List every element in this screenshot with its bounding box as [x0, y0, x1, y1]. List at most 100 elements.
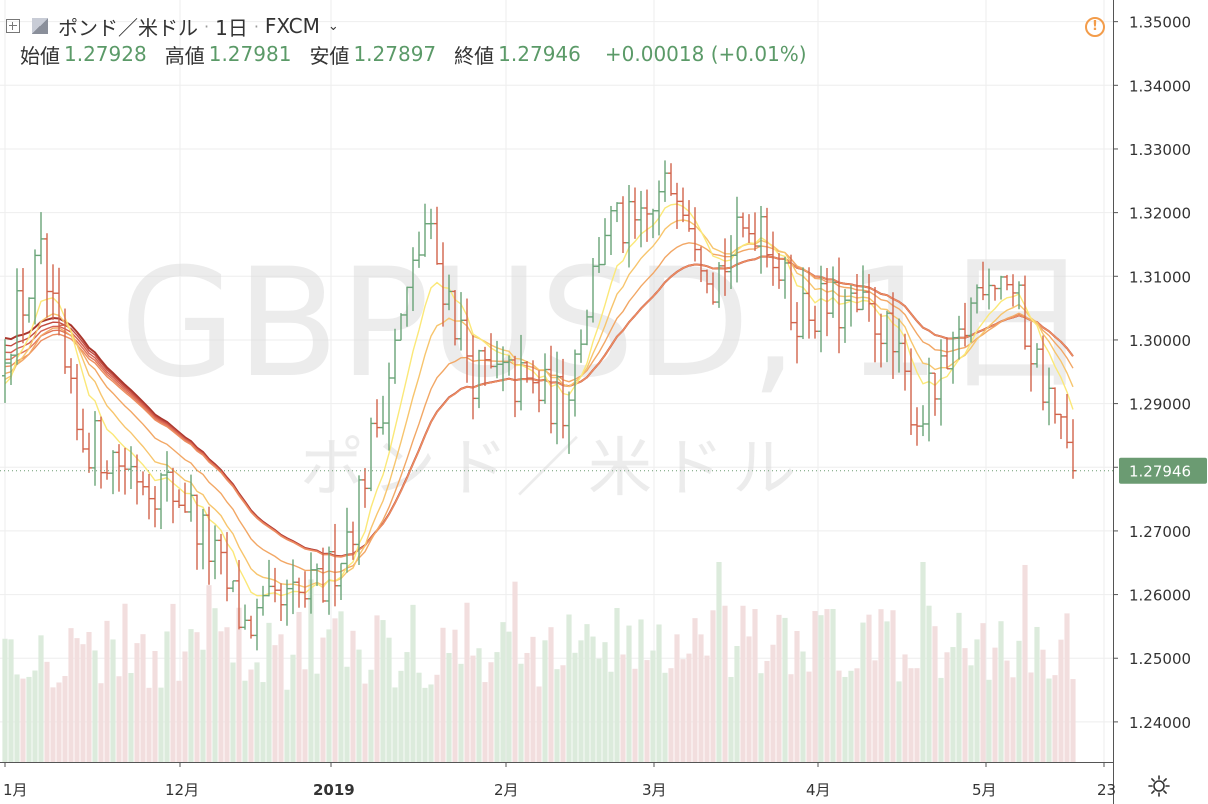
price-bar[interactable]	[1022, 275, 1028, 350]
price-bar[interactable]	[950, 331, 956, 384]
price-bar[interactable]	[620, 196, 626, 254]
price-bar[interactable]	[662, 160, 668, 202]
price-bar[interactable]	[986, 268, 992, 310]
price-bar[interactable]	[506, 355, 512, 376]
price-bar[interactable]	[830, 266, 836, 318]
price-bar[interactable]	[896, 318, 902, 373]
price-bar[interactable]	[686, 200, 692, 232]
price-bar[interactable]	[182, 482, 188, 513]
price-bar[interactable]	[362, 468, 368, 508]
price-bar[interactable]	[734, 196, 740, 283]
price-bar[interactable]	[206, 506, 212, 585]
price-bar[interactable]	[62, 308, 68, 374]
price-bar[interactable]	[422, 203, 428, 257]
price-bar[interactable]	[494, 340, 500, 379]
price-bar[interactable]	[536, 370, 542, 413]
price-bar[interactable]	[368, 417, 374, 492]
price-bar[interactable]	[746, 214, 752, 243]
price-bar[interactable]	[524, 361, 530, 383]
price-bar[interactable]	[158, 472, 164, 530]
price-bar[interactable]	[260, 585, 266, 616]
price-bar[interactable]	[752, 212, 758, 251]
price-bar[interactable]	[242, 604, 248, 630]
price-axis[interactable]: 1.35000 1.34000 1.33000 1.32000 1.31000 1.300…	[1113, 0, 1208, 804]
price-bar[interactable]	[794, 302, 800, 364]
price-bar[interactable]	[626, 185, 632, 268]
price-bar[interactable]	[398, 313, 404, 341]
price-bar[interactable]	[806, 267, 812, 339]
price-bar[interactable]	[194, 494, 200, 570]
price-bar[interactable]	[176, 489, 182, 508]
price-bar[interactable]	[614, 202, 620, 223]
price-bar[interactable]	[410, 247, 416, 312]
price-bar[interactable]	[1058, 413, 1064, 440]
price-bar[interactable]	[32, 249, 38, 325]
price-bar[interactable]	[116, 444, 122, 492]
price-bar[interactable]	[26, 297, 32, 323]
price-bar[interactable]	[638, 190, 644, 248]
exchange-label[interactable]: FXCM	[264, 14, 320, 38]
price-bar[interactable]	[254, 598, 260, 651]
price-bar[interactable]	[122, 447, 128, 495]
price-bar[interactable]	[152, 486, 158, 528]
price-bar[interactable]	[1040, 335, 1046, 411]
price-bar[interactable]	[722, 238, 728, 296]
price-bar[interactable]	[716, 262, 722, 308]
price-bar[interactable]	[224, 532, 230, 602]
price-bar[interactable]	[890, 292, 896, 379]
price-bar[interactable]	[878, 313, 884, 368]
price-bar[interactable]	[590, 258, 596, 323]
price-bar[interactable]	[80, 408, 86, 453]
price-bar[interactable]	[650, 208, 656, 239]
price-bar[interactable]	[818, 265, 824, 353]
price-bar[interactable]	[1070, 419, 1076, 479]
chevron-down-icon[interactable]: ⌄	[327, 18, 339, 34]
price-bar[interactable]	[44, 233, 50, 318]
price-bar[interactable]	[86, 432, 92, 473]
price-bar[interactable]	[392, 328, 398, 384]
price-bar[interactable]	[812, 305, 818, 339]
price-bar[interactable]	[938, 339, 944, 426]
time-axis[interactable]: 1月 12月 2019 2月 3月 4月 5月 23	[0, 762, 1116, 799]
price-bar[interactable]	[278, 583, 284, 622]
price-bar[interactable]	[380, 395, 386, 435]
price-bar[interactable]	[386, 362, 392, 451]
price-bar[interactable]	[500, 346, 506, 392]
price-bar[interactable]	[38, 212, 44, 265]
price-bar[interactable]	[476, 349, 482, 409]
price-bar[interactable]	[272, 567, 278, 603]
price-bar[interactable]	[8, 353, 14, 385]
price-bar[interactable]	[356, 475, 362, 565]
price-bar[interactable]	[1064, 394, 1070, 449]
price-bar[interactable]	[50, 264, 56, 320]
price-bar[interactable]	[572, 349, 578, 417]
price-bar[interactable]	[848, 284, 854, 327]
price-bar[interactable]	[782, 256, 788, 299]
price-bar[interactable]	[14, 268, 20, 365]
price-bar[interactable]	[140, 471, 146, 496]
price-bar[interactable]	[908, 348, 914, 435]
price-bar[interactable]	[884, 310, 890, 363]
price-bar[interactable]	[920, 405, 926, 437]
price-bar[interactable]	[332, 523, 338, 607]
price-bar[interactable]	[74, 364, 80, 441]
price-bar[interactable]	[518, 334, 524, 411]
price-bar[interactable]	[608, 205, 614, 256]
price-bar[interactable]	[452, 290, 458, 346]
price-bar[interactable]	[800, 267, 806, 340]
price-bar[interactable]	[404, 286, 410, 327]
price-bar[interactable]	[542, 353, 548, 404]
price-bar[interactable]	[1004, 274, 1010, 291]
price-bar[interactable]	[596, 237, 602, 273]
price-bar[interactable]	[350, 521, 356, 560]
price-bar[interactable]	[1052, 387, 1058, 424]
price-bar[interactable]	[860, 265, 866, 311]
price-bar[interactable]	[212, 525, 218, 580]
price-bar[interactable]	[566, 391, 572, 454]
price-bar[interactable]	[326, 546, 332, 615]
price-bar[interactable]	[128, 446, 134, 490]
price-bar[interactable]	[554, 351, 560, 445]
price-bar[interactable]	[674, 182, 680, 229]
price-bar[interactable]	[230, 580, 236, 593]
price-bar[interactable]	[680, 187, 686, 223]
